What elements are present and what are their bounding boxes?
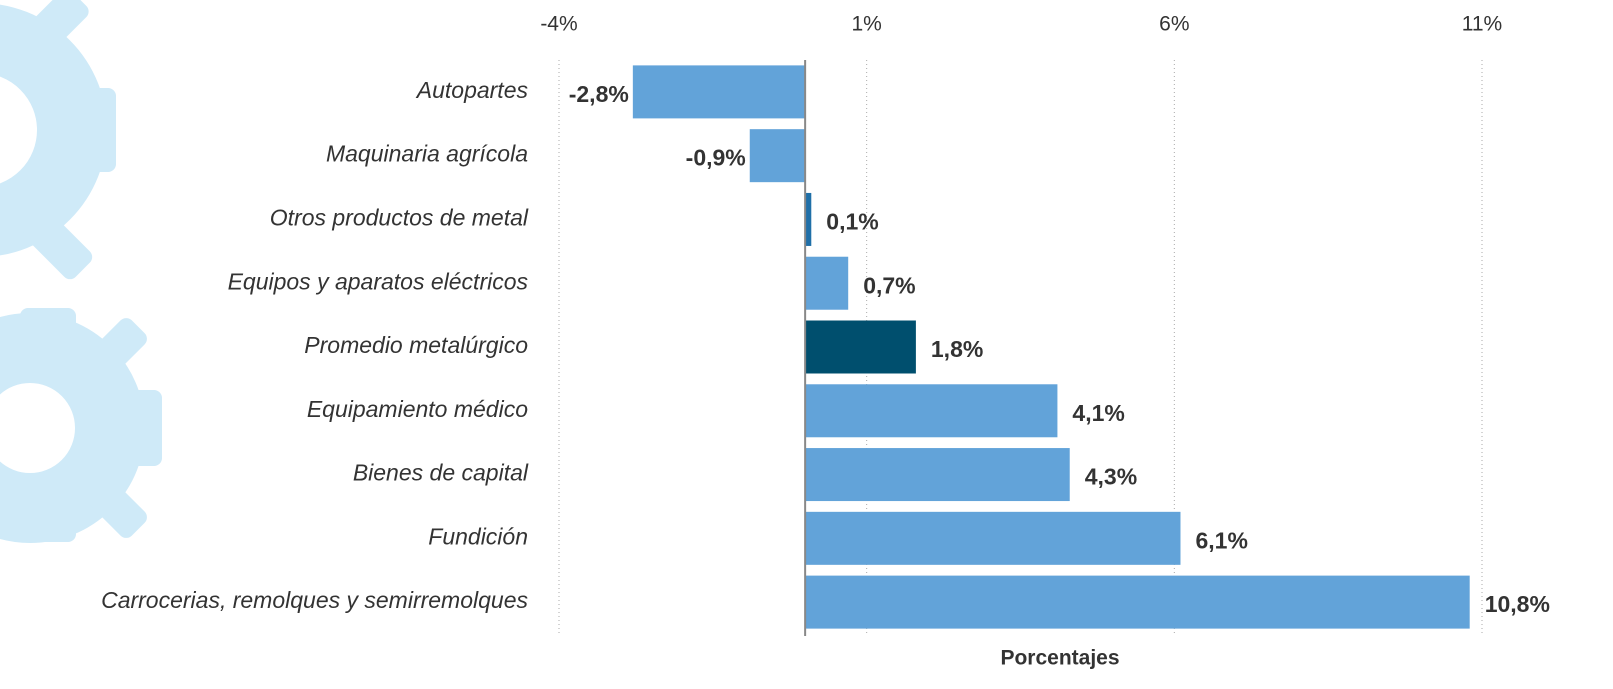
y-tick-label: Carrocerias, remolques y semirremolques [101,587,528,613]
bar [805,256,849,310]
y-tick-label: Equipos y aparatos eléctricos [228,268,529,294]
background-gears [0,0,162,543]
y-tick-label: Maquinaria agrícola [326,141,528,167]
value-label: 0,1% [826,209,878,235]
y-tick-label: Otros productos de metal [270,205,529,231]
x-tick-label: 6% [1159,13,1189,36]
value-label: 4,1% [1072,400,1124,426]
bar [805,384,1058,438]
value-label: 6,1% [1195,527,1247,553]
bar [805,192,812,246]
y-tick-label: Bienes de capital [353,460,529,486]
x-tick-label: 11% [1462,13,1502,36]
x-tick-label: 1% [851,13,881,36]
value-label: 0,7% [863,272,915,298]
x-axis-label: Porcentajes [1000,647,1119,670]
bar [632,65,806,119]
value-label: 10,8% [1485,591,1550,617]
y-tick-label: Promedio metalúrgico [304,332,528,358]
value-label: -2,8% [569,81,629,107]
value-label: 1,8% [931,336,983,362]
value-label: 4,3% [1085,464,1137,490]
bar [805,320,916,374]
bar [805,448,1070,502]
y-tick-label: Equipamiento médico [307,396,528,422]
x-tick-label: -4% [540,13,577,36]
value-label: -0,9% [686,145,746,171]
y-tick-label: Autopartes [415,77,529,103]
bar [805,575,1470,629]
bar [805,511,1181,565]
bar [749,129,806,183]
y-tick-label: Fundición [428,523,528,549]
